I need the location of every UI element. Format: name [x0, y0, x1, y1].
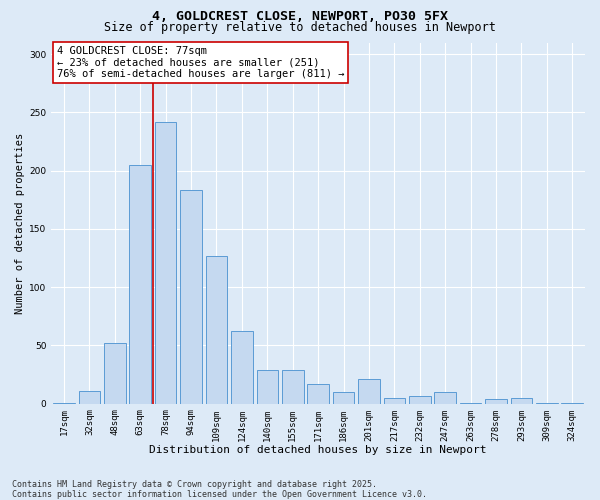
Bar: [231, 332, 253, 404]
Bar: [282, 370, 304, 404]
Bar: [536, 402, 557, 404]
Text: 4 GOLDCREST CLOSE: 77sqm
← 23% of detached houses are smaller (251)
76% of semi-: 4 GOLDCREST CLOSE: 77sqm ← 23% of detach…: [56, 46, 344, 80]
Bar: [434, 392, 456, 404]
Bar: [460, 402, 481, 404]
Bar: [307, 384, 329, 404]
Bar: [130, 165, 151, 404]
Bar: [485, 399, 507, 404]
Y-axis label: Number of detached properties: Number of detached properties: [15, 132, 25, 314]
Bar: [358, 380, 380, 404]
Bar: [79, 391, 100, 404]
Bar: [511, 398, 532, 404]
Bar: [333, 392, 355, 404]
Bar: [383, 398, 405, 404]
Text: 4, GOLDCREST CLOSE, NEWPORT, PO30 5FX: 4, GOLDCREST CLOSE, NEWPORT, PO30 5FX: [152, 10, 448, 23]
Bar: [562, 402, 583, 404]
Bar: [53, 402, 75, 404]
X-axis label: Distribution of detached houses by size in Newport: Distribution of detached houses by size …: [149, 445, 487, 455]
Bar: [409, 396, 431, 404]
Bar: [104, 343, 125, 404]
Bar: [180, 190, 202, 404]
Bar: [155, 122, 176, 404]
Text: Size of property relative to detached houses in Newport: Size of property relative to detached ho…: [104, 21, 496, 34]
Bar: [206, 256, 227, 404]
Bar: [257, 370, 278, 404]
Text: Contains HM Land Registry data © Crown copyright and database right 2025.
Contai: Contains HM Land Registry data © Crown c…: [12, 480, 427, 499]
